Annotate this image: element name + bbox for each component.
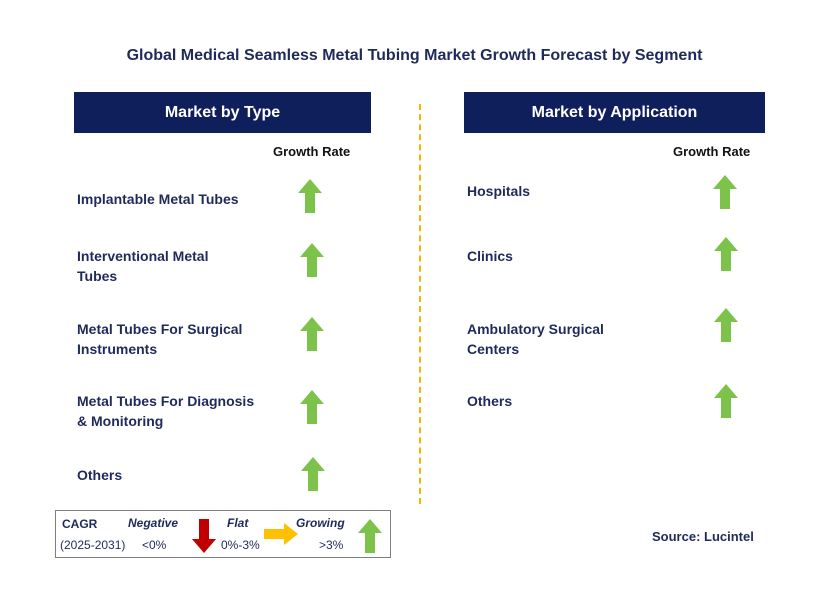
legend-growing-range: >3%	[319, 538, 344, 552]
type-item-implantable: Implantable Metal Tubes	[77, 191, 239, 207]
legend-flat-label: Flat	[227, 516, 249, 530]
legend-period: (2025-2031)	[60, 538, 126, 552]
right-growth-rate-label: Growth Rate	[673, 144, 751, 159]
type-item-diagnosis: Metal Tubes For Diagnosis & Monitoring	[77, 393, 255, 429]
app-item-clinics: Clinics	[467, 248, 513, 264]
type-item-interventional: Interventional Metal Tubes	[77, 248, 209, 284]
flat-arrow-icon	[264, 523, 298, 545]
growing-arrow-icon	[300, 243, 324, 277]
source-label: Source: Lucintel	[652, 529, 754, 544]
growing-arrow-icon	[713, 175, 737, 209]
app-item-ambulatory: Ambulatory Surgical Centers	[467, 321, 604, 357]
app-item-hospitals: Hospitals	[467, 183, 531, 199]
growing-arrow-icon	[301, 457, 325, 491]
legend-cagr: CAGR	[62, 517, 98, 531]
type-item-surgical: Metal Tubes For Surgical Instruments	[77, 321, 243, 357]
growing-arrow-icon	[714, 237, 738, 271]
legend-negative-label: Negative	[128, 516, 179, 530]
type-item-others: Others	[77, 467, 123, 483]
growing-arrow-icon	[714, 384, 738, 418]
growing-arrow-icon	[300, 390, 324, 424]
left-growth-rate-label: Growth Rate	[273, 144, 351, 159]
right-panel-header: Market by Application	[464, 92, 765, 133]
growing-arrow-icon	[714, 308, 738, 342]
growing-arrow-icon	[358, 519, 382, 553]
growing-arrow-icon	[300, 317, 324, 351]
center-divider	[419, 104, 421, 504]
chart-title: Global Medical Seamless Metal Tubing Mar…	[126, 47, 703, 64]
growing-arrow-icon	[298, 179, 322, 213]
legend-growing-label: Growing	[296, 516, 345, 530]
legend-flat-range: 0%-3%	[221, 538, 260, 552]
app-item-others: Others	[467, 393, 513, 409]
cagr-legend: CAGR (2025-2031) Negative <0% Flat 0%-3%…	[55, 510, 391, 558]
negative-arrow-icon	[192, 519, 216, 553]
legend-negative-range: <0%	[142, 538, 167, 552]
left-panel-header: Market by Type	[74, 92, 371, 133]
